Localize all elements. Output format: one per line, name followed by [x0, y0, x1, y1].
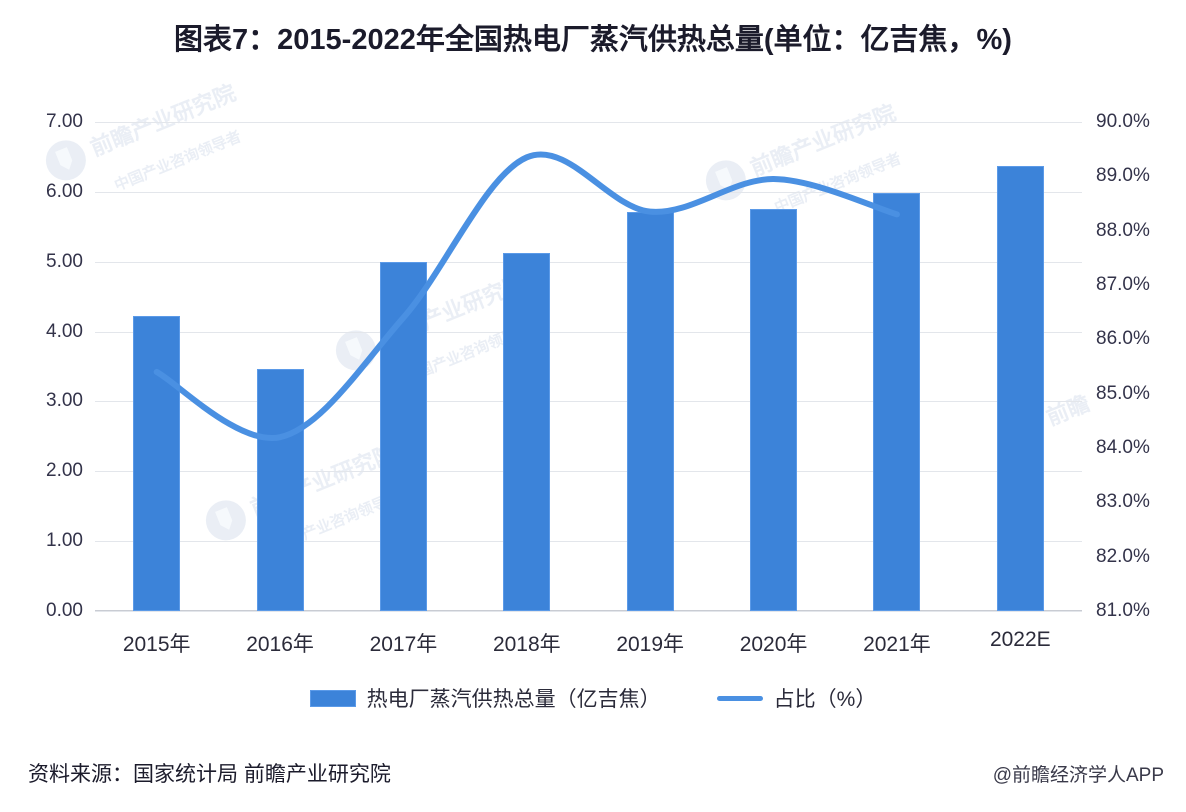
- gridline: [95, 401, 1082, 403]
- bar-series: [95, 122, 1082, 611]
- axis-baseline: [95, 610, 1082, 611]
- y-axis-right-tick: 90.0%: [1096, 111, 1150, 132]
- y-axis-right-tick: 82.0%: [1096, 545, 1150, 567]
- x-axis-tick: 2021年: [863, 633, 931, 656]
- x-axis-labels: 2015年 2016年 2017年 2018年 2019年 2020年 2021年 2022E: [95, 628, 1082, 662]
- chart-legend: 热电厂蒸汽供热总量（亿吉焦） 占比（%）: [0, 683, 1186, 713]
- gridline: [95, 611, 1082, 612]
- y-axis-right-tick: 87.0%: [1096, 274, 1150, 295]
- line-path: [153, 151, 900, 441]
- credit-note: @前瞻经济学人APP: [992, 765, 1164, 786]
- bar[interactable]: [133, 316, 181, 611]
- bar[interactable]: [626, 212, 674, 611]
- bar[interactable]: [750, 208, 798, 611]
- gridline: [95, 191, 1082, 193]
- legend-item-line[interactable]: 占比（%）: [716, 683, 877, 713]
- x-axis-tick: 2017年: [369, 633, 438, 656]
- gridline: [95, 261, 1082, 263]
- y-axis-left-tick: 7.00: [46, 111, 83, 132]
- bar[interactable]: [996, 166, 1044, 611]
- gridline: [95, 471, 1082, 473]
- gridline: [95, 541, 1082, 543]
- x-axis-tick: 2022E: [989, 628, 1051, 651]
- y-axis-right-tick: 86.0%: [1096, 328, 1150, 350]
- line-swatch-icon: [716, 695, 763, 701]
- page-title: 图表7：2015-2022年全国热电厂蒸汽供热总量(单位：亿吉焦，%): [174, 24, 1012, 56]
- plot-area: [95, 122, 1082, 612]
- y-axis-right-tick: 81.0%: [1096, 600, 1150, 621]
- y-axis-left-tick: 6.00: [46, 180, 83, 202]
- x-axis-tick: 2016年: [246, 633, 314, 656]
- y-axis-right-tick: 88.0%: [1096, 219, 1150, 241]
- legend-item-bar[interactable]: 热电厂蒸汽供热总量（亿吉焦）: [309, 683, 661, 713]
- y-axis-left-tick: 4.00: [46, 320, 83, 342]
- bar-swatch-icon: [309, 689, 356, 707]
- gridline: [95, 122, 1082, 123]
- legend-label: 占比（%）: [773, 688, 877, 711]
- x-axis-tick: 2015年: [122, 633, 191, 656]
- x-axis-tick: 2018年: [492, 633, 561, 656]
- x-axis-tick: 2019年: [616, 633, 685, 656]
- y-axis-right-tick: 84.0%: [1096, 437, 1150, 458]
- legend-label: 热电厂蒸汽供热总量（亿吉焦）: [366, 688, 661, 711]
- y-axis-right-tick: 85.0%: [1096, 382, 1150, 404]
- bar[interactable]: [503, 252, 551, 611]
- y-axis-left-tick: 1.00: [46, 530, 83, 552]
- gridline: [95, 331, 1082, 333]
- y-axis-left-tick: 2.00: [46, 460, 83, 482]
- x-axis-tick: 2020年: [739, 633, 808, 656]
- y-axis-left-tick: 3.00: [46, 390, 83, 412]
- bar[interactable]: [256, 368, 304, 611]
- y-axis-left-tick: 0.00: [46, 600, 83, 621]
- bar[interactable]: [873, 192, 921, 611]
- source-note: 资料来源：国家统计局 前瞻产业研究院: [28, 763, 391, 786]
- y-axis-right-tick: 89.0%: [1096, 165, 1150, 187]
- y-axis-right-tick: 83.0%: [1096, 491, 1150, 513]
- line-series: [153, 151, 900, 441]
- y-axis-left-tick: 5.00: [46, 250, 83, 272]
